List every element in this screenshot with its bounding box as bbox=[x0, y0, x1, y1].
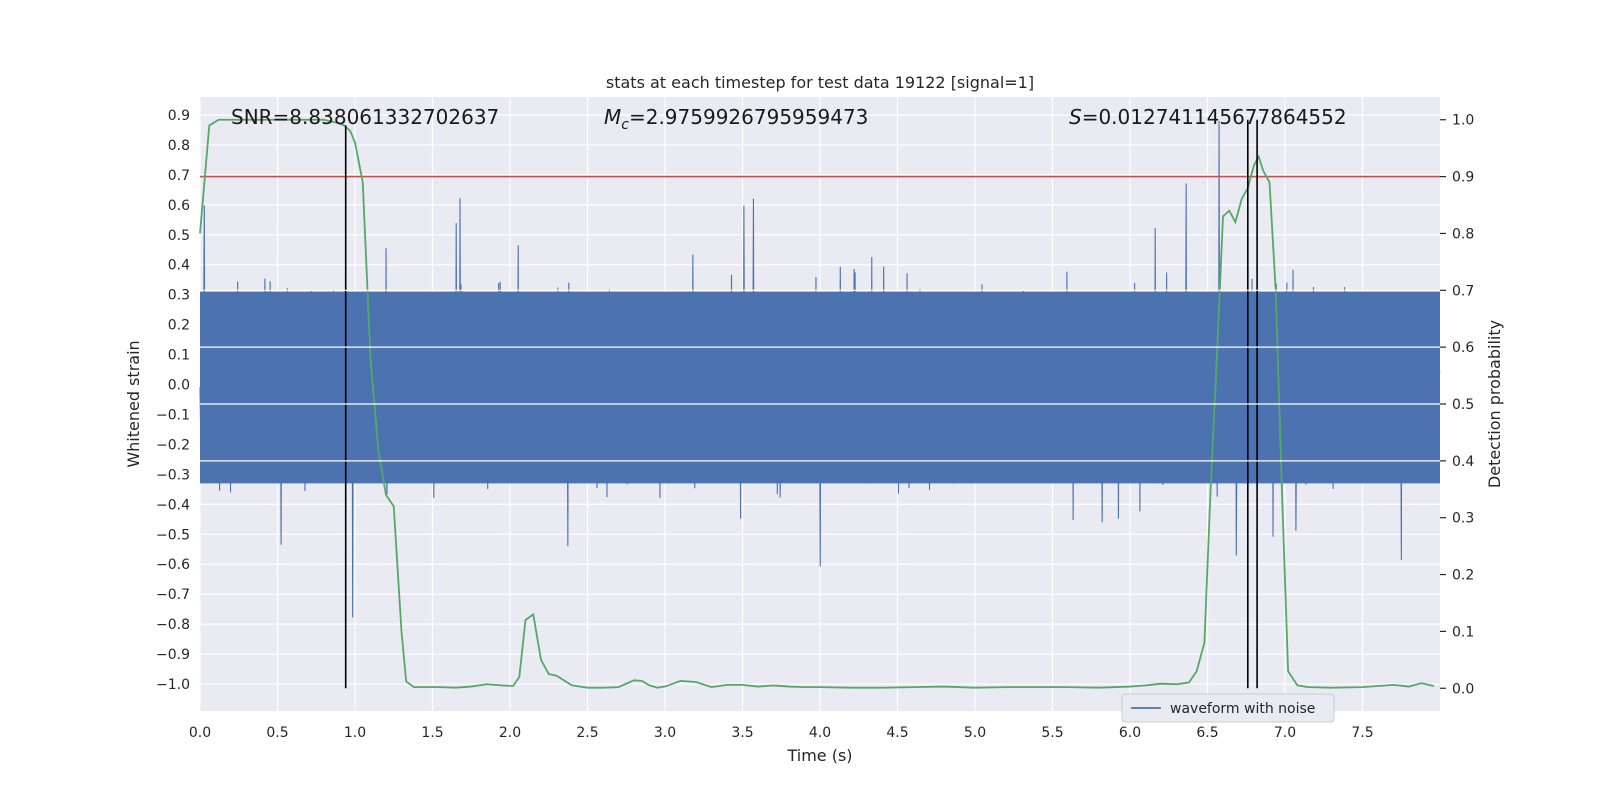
y-tick-label: −0.2 bbox=[156, 437, 190, 453]
y2-tick-label: 0.6 bbox=[1452, 340, 1474, 356]
y2-tick-label: 0.7 bbox=[1452, 283, 1474, 299]
x-tick-label: 7.0 bbox=[1274, 725, 1296, 741]
x-tick-label: 4.5 bbox=[886, 725, 908, 741]
s-symbol: S bbox=[1069, 105, 1082, 129]
y2-tick-label: 0.5 bbox=[1452, 397, 1474, 413]
y-tick-label: 0.9 bbox=[168, 108, 190, 124]
y2-gridlines bbox=[200, 289, 1440, 462]
y-tick-label: −0.6 bbox=[156, 557, 190, 573]
y-tick-label: −0.4 bbox=[156, 497, 190, 513]
x-tick-label: 6.5 bbox=[1196, 725, 1218, 741]
y-tick-label: −0.7 bbox=[156, 587, 190, 603]
y2-tick-label: 0.3 bbox=[1452, 511, 1474, 527]
x-tick-label: 5.5 bbox=[1041, 725, 1063, 741]
y-tick-label: 0.6 bbox=[168, 198, 190, 214]
y-tick-label: 0.2 bbox=[168, 318, 190, 334]
x-tick-label: 7.5 bbox=[1351, 725, 1373, 741]
s-annotation: S=0.012741145677864552 bbox=[1069, 105, 1347, 129]
strain-waveform-series bbox=[199, 120, 1441, 618]
y-axis-label: Whitened strain bbox=[124, 340, 143, 467]
x-axis-ticks: 0.0 0.5 1.0 1.5 2.0 2.5 3.0 3.5 4.0 4.5 5.0 5.5 6.0 6… bbox=[189, 725, 1374, 741]
y-tick-label: 0.3 bbox=[168, 288, 190, 304]
y-tick-label: −0.5 bbox=[156, 527, 190, 543]
y-tick-label: −1.0 bbox=[156, 677, 190, 693]
x-tick-label: 0.5 bbox=[266, 725, 288, 741]
x-axis-label: Time (s) bbox=[786, 746, 852, 765]
y2-axis-ticks: 1.0 0.9 0.8 0.7 0.6 0.5 0.4 0.3 0.2 0.1 0.0 bbox=[1440, 113, 1474, 697]
y2-tick-label: 0.1 bbox=[1452, 624, 1474, 640]
y2-tick-label: 1.0 bbox=[1452, 113, 1474, 129]
y-tick-label: 0.1 bbox=[168, 348, 190, 364]
y-tick-label: 0.8 bbox=[168, 138, 190, 154]
chirp-mass-subscript: c bbox=[621, 117, 629, 133]
y-tick-label: 0.0 bbox=[168, 378, 190, 394]
y2-tick-label: 0.9 bbox=[1452, 170, 1474, 186]
snr-annotation: SNR=8.838061332702637 bbox=[231, 105, 499, 129]
y-tick-label: −0.3 bbox=[156, 467, 190, 483]
y2-axis-label: Detection probability bbox=[1485, 320, 1504, 488]
x-tick-label: 2.5 bbox=[576, 725, 598, 741]
legend-box bbox=[1121, 693, 1335, 723]
chirp-mass-symbol: M bbox=[604, 105, 621, 129]
y-tick-label: −0.1 bbox=[156, 407, 190, 423]
y-axis-ticks: 0.9 0.8 0.7 0.6 0.5 0.4 0.3 0.2 0.1 0.0 −0.1 −0.2 −0… bbox=[156, 108, 190, 693]
y-tick-label: 0.5 bbox=[168, 228, 190, 244]
x-tick-label: 1.0 bbox=[344, 725, 366, 741]
x-tick-label: 5.0 bbox=[964, 725, 986, 741]
x-tick-label: 2.0 bbox=[499, 725, 521, 741]
y-tick-label: 0.4 bbox=[168, 258, 190, 274]
y-tick-label: −0.9 bbox=[156, 647, 190, 663]
x-tick-label: 4.0 bbox=[809, 725, 831, 741]
x-tick-label: 0.0 bbox=[189, 725, 211, 741]
s-value: =0.012741145677864552 bbox=[1082, 105, 1347, 129]
y2-tick-label: 0.0 bbox=[1452, 681, 1474, 697]
legend-label: waveform with noise bbox=[1170, 701, 1315, 717]
y-tick-label: −0.8 bbox=[156, 617, 190, 633]
strain-core-band bbox=[200, 291, 1440, 484]
y2-tick-label: 0.8 bbox=[1452, 226, 1474, 242]
chirp-mass-annotation: Mc=2.9759926795959473 bbox=[604, 105, 868, 133]
x-tick-label: 6.0 bbox=[1119, 725, 1141, 741]
detection-probability-line bbox=[199, 118, 1435, 689]
legend: waveform with noise bbox=[1121, 693, 1335, 723]
chart-title: stats at each timestep for test data 191… bbox=[606, 73, 1034, 92]
x-tick-label: 3.0 bbox=[654, 725, 676, 741]
y2-tick-label: 0.4 bbox=[1452, 454, 1474, 470]
y-tick-label: 0.7 bbox=[168, 168, 190, 184]
x-tick-label: 3.5 bbox=[731, 725, 753, 741]
y2-tick-label: 0.2 bbox=[1452, 568, 1474, 584]
x-tick-label: 1.5 bbox=[421, 725, 443, 741]
chirp-mass-value: =2.9759926795959473 bbox=[629, 105, 868, 129]
